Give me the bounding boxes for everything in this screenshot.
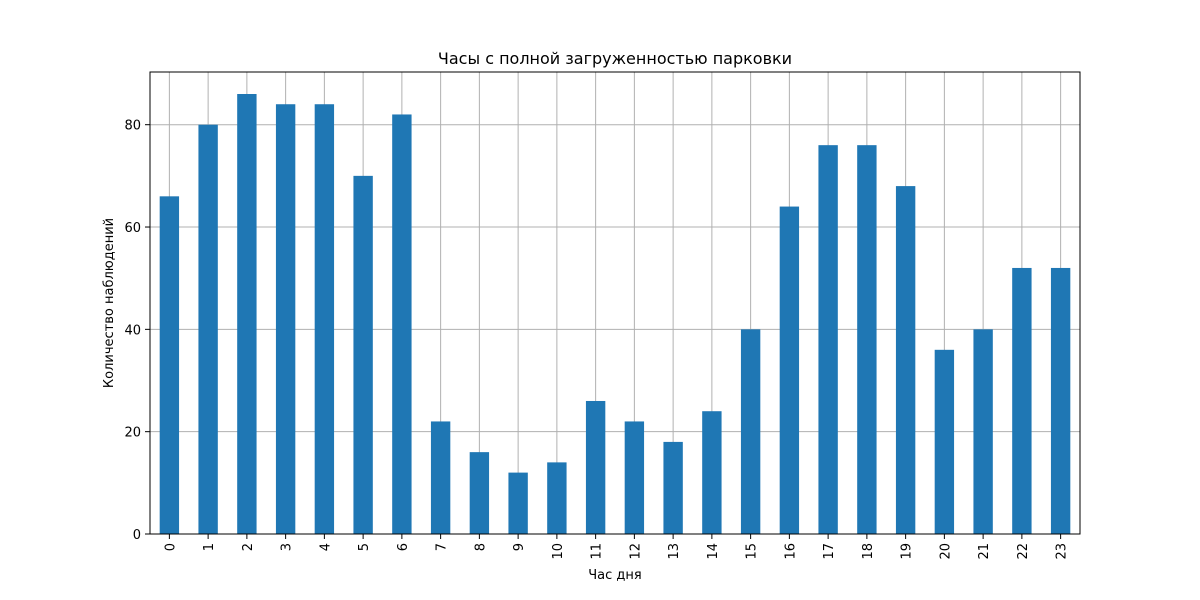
x-tick-label: 0 <box>163 543 178 551</box>
bar-hour-18 <box>857 145 877 535</box>
x-tick-label: 7 <box>435 543 450 551</box>
y-tick-label: 80 <box>124 119 141 134</box>
bar-hour-19 <box>895 186 916 534</box>
x-tick-label: 3 <box>280 543 295 551</box>
x-tick-label: 21 <box>977 543 992 560</box>
bar-hour-23 <box>1050 267 1071 534</box>
bar-hour-12 <box>624 421 645 534</box>
x-tick-label: 14 <box>706 543 721 560</box>
bar-hour-1 <box>198 124 218 534</box>
x-tick-label: 17 <box>822 543 837 560</box>
x-tick-label: 16 <box>783 543 798 560</box>
bar-hour-8 <box>469 452 490 534</box>
bar-hour-5 <box>353 175 373 534</box>
bar-hour-10 <box>547 462 567 534</box>
x-tick-label: 5 <box>357 543 372 551</box>
x-tick-label: 20 <box>938 543 953 560</box>
bar-hour-11 <box>585 400 606 534</box>
x-tick-label: 23 <box>1055 543 1070 560</box>
bar-hour-14 <box>702 411 722 534</box>
x-tick-label: 10 <box>551 543 566 560</box>
y-axis-ticks: 0 20 40 60 80 <box>124 119 150 543</box>
y-tick-label: 20 <box>124 426 141 441</box>
chart-title: Часы с полной загруженностью парковки <box>438 49 792 68</box>
x-axis-label: Час дня <box>588 568 641 583</box>
x-tick-label: 11 <box>590 543 605 560</box>
bar-hour-15 <box>740 329 761 534</box>
x-tick-label: 1 <box>202 543 217 551</box>
y-tick-label: 0 <box>133 528 141 543</box>
bar-hour-3 <box>275 104 296 535</box>
bar-hour-6 <box>392 114 412 534</box>
x-tick-label: 15 <box>745 543 760 560</box>
bar-hour-9 <box>508 472 528 534</box>
y-tick-label: 60 <box>124 221 141 236</box>
bar-hour-21 <box>973 329 993 534</box>
bar-hour-4 <box>314 104 335 535</box>
x-tick-label: 9 <box>512 543 527 551</box>
x-tick-label: 22 <box>1016 543 1031 560</box>
x-tick-label: 8 <box>473 543 488 551</box>
x-axis-ticks: 0 1 2 3 4 5 6 7 8 9 10 11 12 13 14 15 16 17 18 19 20 21 22 23 <box>163 534 1070 560</box>
bar-hour-22 <box>1012 267 1032 534</box>
bar-hour-20 <box>934 349 955 534</box>
y-tick-label: 40 <box>124 323 141 338</box>
bar-hour-13 <box>663 441 683 534</box>
bars <box>159 94 1071 535</box>
plot-frame <box>149 71 1081 535</box>
x-tick-label: 4 <box>318 543 333 551</box>
bar-hour-16 <box>779 206 800 534</box>
x-tick-label: 2 <box>241 543 256 551</box>
bar-hour-17 <box>818 145 838 535</box>
x-tick-label: 19 <box>900 543 915 560</box>
bar-hour-0 <box>159 196 180 535</box>
x-tick-label: 12 <box>628 543 643 560</box>
y-axis-label: Количество наблюдений <box>102 218 117 388</box>
bar-hour-2 <box>237 94 257 534</box>
x-tick-label: 13 <box>667 543 682 560</box>
bar-hour-7 <box>430 421 451 534</box>
x-tick-label: 18 <box>861 543 876 560</box>
x-tick-label: 6 <box>396 543 411 551</box>
